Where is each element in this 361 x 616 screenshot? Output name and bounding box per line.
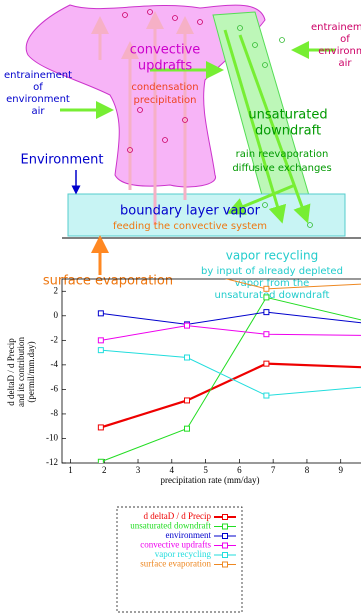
page: entrainement of environment air convecti… bbox=[0, 0, 361, 616]
label: convective bbox=[130, 43, 201, 58]
y-tick-label: -8 bbox=[51, 408, 59, 418]
point bbox=[185, 398, 190, 403]
label: environment bbox=[6, 94, 70, 105]
label: air bbox=[31, 106, 45, 117]
point bbox=[185, 426, 190, 431]
legend-label: d deltaD / d Precip bbox=[144, 511, 212, 521]
x-tick-label: 5 bbox=[203, 465, 208, 475]
point bbox=[264, 295, 269, 300]
legend-swatch bbox=[223, 534, 228, 539]
diagram: entrainement of environment air convecti… bbox=[4, 5, 361, 301]
x-tick-label: 1 bbox=[68, 465, 73, 475]
y-tick-label: 0 bbox=[54, 310, 59, 320]
y-label: d deltaD / d Precip bbox=[6, 338, 16, 406]
point bbox=[98, 348, 103, 353]
x-tick-label: 2 bbox=[102, 465, 107, 475]
label: entrainement bbox=[311, 22, 361, 33]
x-tick-label: 9 bbox=[338, 465, 343, 475]
label: precipitation bbox=[134, 95, 197, 106]
point bbox=[98, 459, 103, 464]
chart: d deltaD / d Precip and its contribution… bbox=[6, 267, 361, 612]
plot-frame bbox=[62, 279, 361, 463]
y-tick-label: -6 bbox=[51, 383, 59, 393]
label: feeding the convective system bbox=[113, 221, 267, 232]
series-line bbox=[101, 364, 361, 428]
legend-label: vapor recycling bbox=[155, 549, 212, 559]
label: Environment bbox=[20, 153, 103, 168]
label: of bbox=[340, 34, 350, 45]
legend-swatch bbox=[223, 562, 228, 567]
label: diffusive exchanges bbox=[232, 163, 331, 174]
label: condensation bbox=[131, 82, 198, 93]
point bbox=[264, 393, 269, 398]
series-line bbox=[101, 326, 361, 341]
point bbox=[185, 323, 190, 328]
label: downdraft bbox=[255, 124, 321, 139]
x-label: precipitation rate (mm/day) bbox=[161, 475, 260, 485]
legend-label: unsaturated downdraft bbox=[130, 521, 211, 531]
label: environme bbox=[318, 46, 361, 57]
point bbox=[264, 361, 269, 366]
x-tick-label: 8 bbox=[305, 465, 310, 475]
y-label: (permil/mm.day) bbox=[26, 341, 36, 402]
y-tick-label: -12 bbox=[46, 457, 58, 467]
point bbox=[98, 311, 103, 316]
point bbox=[98, 338, 103, 343]
legend-label: convective updrafts bbox=[140, 540, 211, 550]
legend-swatch bbox=[223, 553, 228, 558]
y-tick-label: 2 bbox=[54, 285, 59, 295]
x-tick-label: 6 bbox=[237, 465, 242, 475]
label: updrafts bbox=[138, 59, 192, 74]
label: rain reevaporation bbox=[236, 149, 329, 160]
series-line bbox=[101, 312, 361, 324]
y-tick-label: -10 bbox=[46, 433, 58, 443]
label: by input of already depleted bbox=[201, 266, 343, 277]
point bbox=[185, 355, 190, 360]
label: surface evaporation bbox=[43, 274, 173, 289]
label: air bbox=[338, 58, 352, 69]
label: unsaturated bbox=[248, 108, 327, 123]
legend-label: environment bbox=[166, 530, 212, 540]
point bbox=[98, 425, 103, 430]
label: vapor recycling bbox=[226, 249, 318, 263]
y-label: and its contribution bbox=[16, 337, 26, 407]
legend-label: surface evaporation bbox=[140, 559, 211, 569]
x-tick-label: 7 bbox=[271, 465, 276, 475]
point bbox=[264, 286, 269, 291]
legend-swatch bbox=[223, 543, 228, 548]
x-tick-label: 4 bbox=[170, 465, 175, 475]
label: boundary layer vapor bbox=[120, 204, 261, 219]
point bbox=[185, 267, 190, 272]
y-tick-label: -4 bbox=[51, 359, 59, 369]
x-tick-label: 3 bbox=[136, 465, 141, 475]
label: entrainement bbox=[4, 70, 72, 81]
point bbox=[264, 332, 269, 337]
label: unsaturated downdraft bbox=[215, 290, 330, 301]
legend-swatch bbox=[223, 524, 228, 529]
legend-swatch bbox=[223, 515, 228, 520]
y-tick-label: -2 bbox=[51, 334, 59, 344]
point bbox=[264, 310, 269, 315]
label: of bbox=[33, 82, 43, 93]
